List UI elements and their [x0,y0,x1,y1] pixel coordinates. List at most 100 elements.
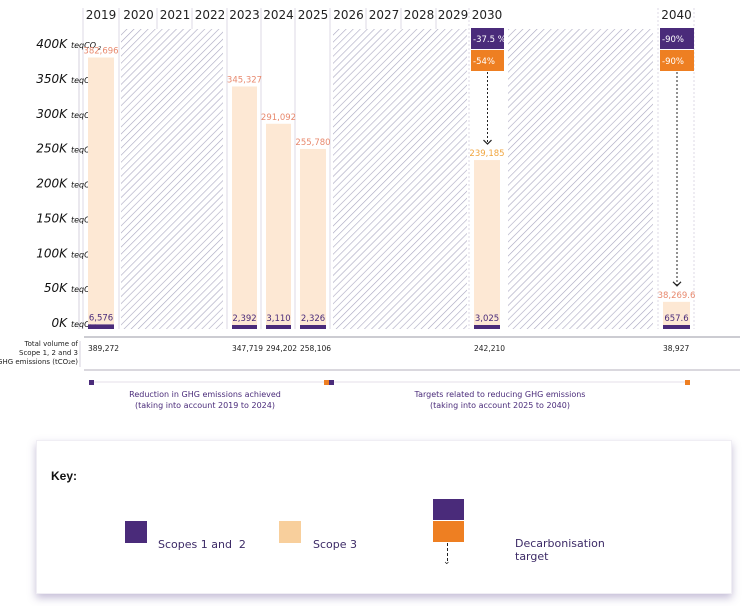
y-tick-label: 400K [36,37,68,51]
year-label: 2030 [472,8,503,22]
data-label-scope-3: 382,696 [83,46,118,56]
bar-scopes-1-2 [232,325,257,329]
target-label-scope-3: -54% [473,57,495,67]
y-tick-label: 150K [36,211,68,225]
hatch-2020-2022 [121,29,223,329]
y-tick-unit: teqCO [71,76,96,85]
data-label-scopes-1-2: 2,326 [301,314,325,324]
legend-label-scope-3: Scope 3 [313,538,358,551]
period-marker [324,380,329,385]
year-label: 2021 [160,8,191,22]
period-marker [329,380,334,385]
data-label-scope-3: 239,185 [469,149,504,159]
y-tick-unit: teqCO [71,111,96,120]
y-tick-label: 300K [36,107,68,121]
target-arrow-head [483,139,492,145]
data-label-scope-3: 345,327 [227,75,262,85]
bar-scope-3 [663,301,690,325]
bar-scopes-1-2 [474,325,500,329]
year-label: 2029 [438,8,469,22]
target-arrow-head [672,281,682,287]
no-data-regions [121,29,653,329]
legend-title: Key: [51,469,78,483]
total-value: 389,272 [88,344,119,353]
y-tick-label: 250K [36,142,68,156]
legend-label-target: Decarbonisation target [515,537,605,563]
total-value: 347,719 [232,344,263,353]
year-label: 2020 [123,8,154,22]
data-labels: 2019 2020 2021 2022 2023 2024 2025 2026 2027 2028… [83,8,695,324]
hatch-2031-2039 [508,29,653,329]
data-label-scopes-1-2: 657.6 [664,314,688,324]
y-tick-label: 350K [36,72,68,86]
period-label-targets: Targets related to reducing GHG emission… [414,390,586,399]
target-label-scopes-1-2: -90% [662,35,684,45]
legend-label-target-line1: Decarbonisation [515,537,605,550]
target-box-scopes-1-2 [660,28,694,49]
y-tick-unit: teqCO [71,215,96,224]
y-tick-label: 0K [51,316,68,330]
data-label-scopes-1-2: 6,576 [89,313,113,323]
period-label-achieved: Reduction in GHG emissions achieved [129,390,281,399]
legend: Key: Scopes 1 and 2 Scope 3 ⌄ Decarbonis… [36,440,732,594]
total-value: 38,927 [663,344,689,353]
year-label: 2019 [86,8,117,22]
target-box-scopes-1-2 [471,28,504,49]
totals-row: 389,272 347,719 294,202 258,106 242,210 38,92… [0,340,740,371]
total-value: 294,202 [266,344,297,353]
totals-row-label: Total volume of [24,340,79,348]
y-tick-unit: teqCO [71,320,96,329]
legend-label-scopes-1-2: Scopes 1 and 2 [158,538,246,551]
year-label: 2022 [195,8,226,22]
target-label-scope-3: -90% [662,57,684,67]
target-box-scope-3 [660,50,694,71]
year-label: 2027 [369,8,400,22]
bar-scope-3 [300,148,326,325]
bar-scope-3 [232,86,257,325]
data-label-scope-3: 291,092 [261,113,296,123]
y-axis: 0KteqCO250KteqCO2100KteqCO2150KteqCO2200… [36,37,740,338]
total-value: 242,210 [474,344,505,353]
y-tick-unit: teqCO [71,146,96,155]
year-label: 2025 [298,8,329,22]
period-marker-start [89,380,94,385]
data-label-scopes-1-2: 2,392 [232,314,256,324]
bar-scope-3 [266,123,291,326]
emissions-chart: 0KteqCO250KteqCO2100KteqCO2150KteqCO2200… [0,8,740,410]
bar-scope-3 [474,160,500,325]
target-label-scopes-1-2: -37.5 % [473,35,506,45]
year-label: 2028 [404,8,435,22]
period-sublabel-targets: (taking into account 2025 to 2040) [430,401,570,410]
data-label-scopes-1-2: 3,025 [475,314,499,324]
legend-swatch-target-scope-3 [433,521,464,542]
year-label: 2023 [229,8,260,22]
y-tick-label: 200K [36,177,68,191]
dashed-arrow-icon [447,543,448,561]
data-label-scope-3: 255,780 [295,138,330,148]
legend-label-target-line2: target [515,550,549,563]
bar-scopes-1-2 [300,325,326,329]
y-tick-unit: teqCO [71,41,96,50]
data-label-scopes-1-2: 3,110 [266,314,290,324]
y-tick-unit: teqCO [71,285,96,294]
y-tick-unit: teqCO [71,250,96,259]
bar-scope-3 [88,57,114,325]
legend-swatch-scopes-1-2 [125,521,147,543]
totals-row-label: GHG emissions (tCO₂e) [0,358,78,366]
total-value: 258,106 [300,344,331,353]
y-tick-unit: teqCO [71,181,96,190]
y-tick-unit-subscript: 2 [98,46,101,52]
period-annotations: Reduction in GHG emissions achieved (taki… [89,380,690,410]
arrow-head-icon: ⌄ [443,556,451,566]
legend-swatch-target-scopes-1-2 [433,499,464,520]
y-tick-label: 100K [36,246,68,260]
year-label: 2026 [333,8,364,22]
data-label-scope-3: 38,269.6 [658,291,696,301]
bar-scopes-1-2 [663,325,690,329]
period-sublabel-achieved: (taking into account 2019 to 2024) [135,401,275,410]
bar-scopes-1-2 [266,325,291,329]
bars [88,57,690,329]
year-label: 2040 [661,8,692,22]
y-tick-label: 50K [44,281,68,295]
targets: -37.5 % -54% -90% -90% [471,28,694,287]
